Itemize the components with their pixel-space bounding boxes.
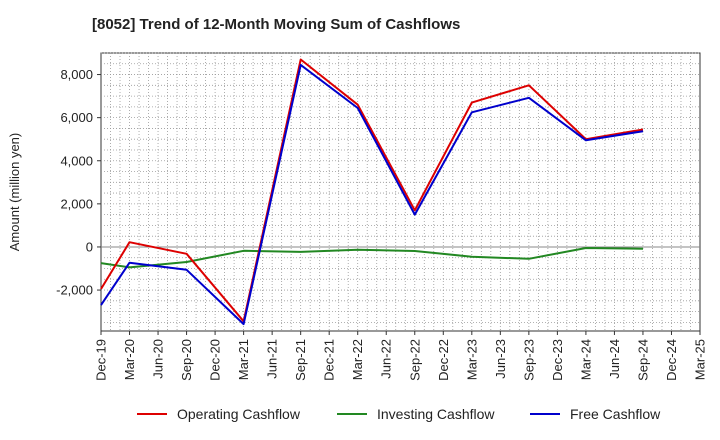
y-axis-label: Amount (million yen) xyxy=(7,133,22,252)
x-tick-label: Mar-22 xyxy=(350,339,365,380)
x-tick-label: Jun-23 xyxy=(493,339,508,379)
y-tick-label: 6,000 xyxy=(60,110,93,125)
x-tick-label: Mar-25 xyxy=(693,339,708,380)
x-tick-label: Mar-20 xyxy=(122,339,137,380)
x-tick-label: Dec-23 xyxy=(550,339,565,381)
chart-title: [8052] Trend of 12-Month Moving Sum of C… xyxy=(92,16,461,33)
legend-label: Free Cashflow xyxy=(570,406,661,422)
x-tick-label: Dec-21 xyxy=(322,339,337,381)
plot-area xyxy=(100,52,701,332)
x-tick-label: Sep-20 xyxy=(179,339,194,381)
y-tick-label: 2,000 xyxy=(60,196,93,211)
x-tick-label: Dec-24 xyxy=(664,339,679,381)
x-tick-label: Jun-21 xyxy=(265,339,280,379)
x-tick-label: Mar-23 xyxy=(464,339,479,380)
x-tick-label: Dec-22 xyxy=(436,339,451,381)
x-tick-label: Dec-20 xyxy=(208,339,223,381)
legend-label: Investing Cashflow xyxy=(377,406,495,422)
x-tick-label: Sep-21 xyxy=(293,339,308,381)
y-tick-label: -2,000 xyxy=(56,283,93,298)
y-tick-label: 4,000 xyxy=(60,153,93,168)
series-line-investing-cashflow xyxy=(100,247,644,269)
x-tick-label: Mar-24 xyxy=(578,339,593,380)
x-tick-label: Sep-24 xyxy=(635,339,650,381)
x-tick-label: Sep-22 xyxy=(407,339,422,381)
series-line-free-cashflow xyxy=(100,63,644,326)
x-tick-label: Dec-19 xyxy=(94,339,109,381)
x-tick-label: Mar-21 xyxy=(236,339,251,380)
x-tick-label: Sep-23 xyxy=(521,339,536,381)
y-tick-label: 0 xyxy=(86,239,93,254)
x-tick-label: Jun-22 xyxy=(379,339,394,379)
x-tick-label: Jun-24 xyxy=(607,339,622,379)
series-line-operating-cashflow xyxy=(100,58,644,323)
y-tick-label: 8,000 xyxy=(60,67,93,82)
legend-label: Operating Cashflow xyxy=(177,406,301,422)
x-tick-label: Jun-20 xyxy=(151,339,166,379)
